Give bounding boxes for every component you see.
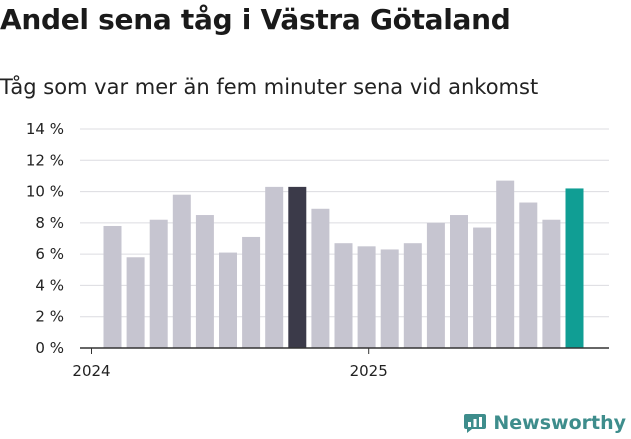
chart-title: Andel sena tåg i Västra Götaland	[0, 3, 511, 36]
y-tick-label: 8 %	[35, 214, 64, 232]
bar	[450, 215, 468, 348]
newsworthy-logo-icon	[464, 414, 487, 433]
y-tick-label: 2 %	[35, 308, 64, 326]
bar	[519, 202, 538, 348]
brand-logo: Newsworthy	[463, 411, 626, 435]
y-tick-label: 6 %	[35, 245, 64, 263]
chart-subtitle: Tåg som var mer än fem minuter sena vid …	[0, 75, 539, 99]
x-tick-label: 2025	[350, 362, 388, 380]
bar	[542, 219, 561, 348]
y-tick-label: 0 %	[35, 339, 64, 357]
y-tick-label: 4 %	[35, 276, 64, 294]
bar	[565, 188, 584, 348]
bar	[496, 180, 515, 348]
bar	[242, 236, 261, 348]
bar	[149, 219, 168, 348]
y-tick-label: 10 %	[26, 183, 64, 201]
bar	[288, 186, 307, 348]
bar	[219, 252, 237, 348]
bar	[334, 243, 353, 348]
bar	[126, 257, 145, 348]
y-tick-label: 12 %	[26, 151, 64, 169]
y-tick-label: 14 %	[26, 120, 64, 138]
bar	[265, 186, 284, 348]
bar	[195, 215, 214, 348]
bar	[403, 243, 422, 348]
x-tick-label: 2024	[72, 362, 110, 380]
bar	[380, 249, 399, 348]
bar	[103, 225, 122, 348]
brand-name: Newsworthy	[493, 412, 626, 434]
bar	[311, 208, 330, 348]
bar	[426, 222, 445, 348]
bar	[172, 194, 191, 348]
bar	[357, 246, 376, 348]
bar	[473, 227, 492, 348]
